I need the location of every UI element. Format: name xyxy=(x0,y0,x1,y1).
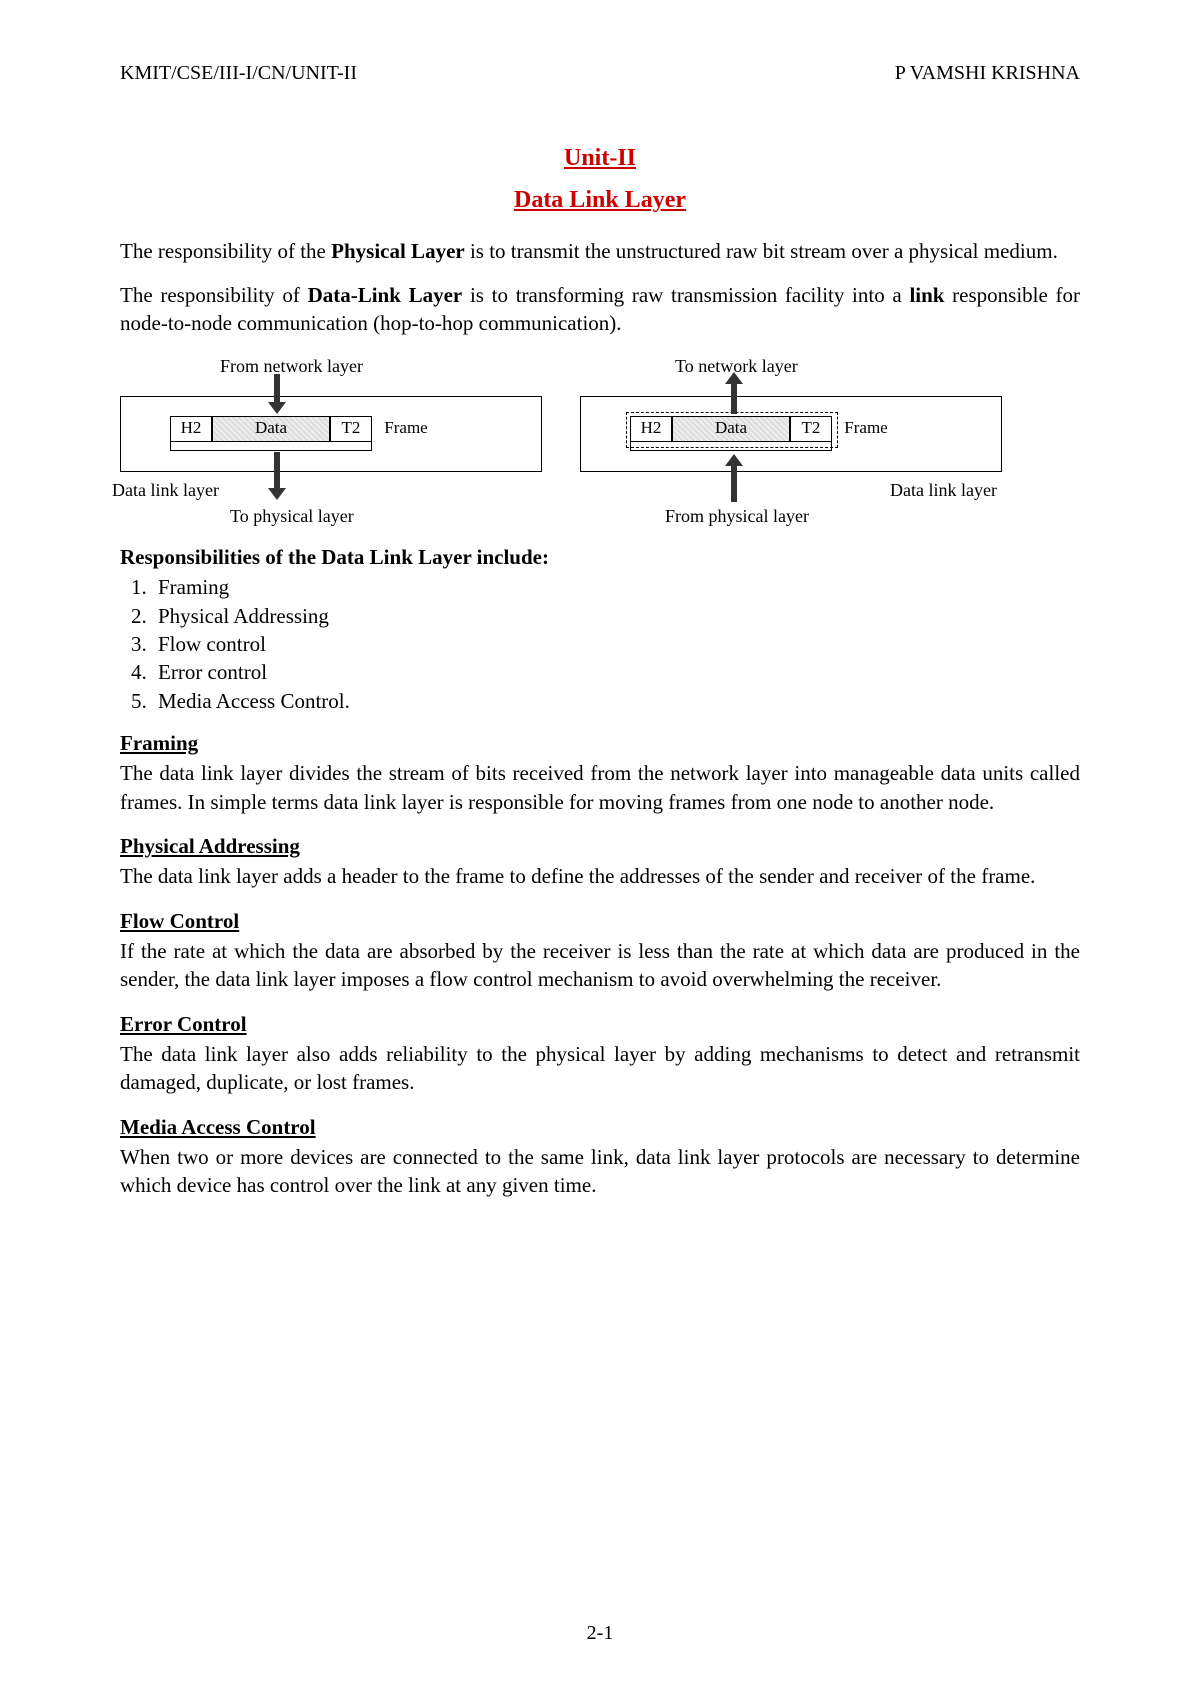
section-para-framing: The data link layer divides the stream o… xyxy=(120,759,1080,816)
text-bold: link xyxy=(909,283,944,307)
bracket-tick xyxy=(371,442,372,450)
label-from-physical: From physical layer xyxy=(665,504,809,528)
left-frame: H2 Data T2 Frame xyxy=(170,416,434,442)
bracket-line xyxy=(170,450,372,451)
text: is to transmit the unstructured raw bit … xyxy=(465,239,1058,263)
bracket-line xyxy=(630,450,832,451)
frame-diagram: From network layer To network layer H2 D… xyxy=(120,354,1070,529)
list-item: Framing xyxy=(152,573,1080,601)
section-para-flow: If the rate at which the data are absorb… xyxy=(120,937,1080,994)
list-item: Physical Addressing xyxy=(152,602,1080,630)
responsibilities-list: Framing Physical Addressing Flow control… xyxy=(124,573,1080,715)
arrow-down-icon xyxy=(268,374,286,414)
page: KMIT/CSE/III-I/CN/UNIT-II P VAMSHI KRISH… xyxy=(0,0,1200,1697)
section-para-error: The data link layer also adds reliabilit… xyxy=(120,1040,1080,1097)
bracket-tick xyxy=(831,442,832,450)
responsibilities-heading: Responsibilities of the Data Link Layer … xyxy=(120,543,1080,571)
text-bold: Data-Link Layer xyxy=(308,283,463,307)
cell-t2: T2 xyxy=(330,416,372,442)
title-unit: Unit-II xyxy=(120,142,1080,174)
intro-para-2: The responsibility of Data-Link Layer is… xyxy=(120,281,1080,338)
intro-para-1: The responsibility of the Physical Layer… xyxy=(120,237,1080,265)
section-heading-mac: Media Access Control xyxy=(120,1113,1080,1141)
cell-h2: H2 xyxy=(630,416,672,442)
label-dll-right: Data link layer xyxy=(890,478,997,502)
bracket-tick xyxy=(630,442,631,450)
list-item: Flow control xyxy=(152,630,1080,658)
cell-frame-label: Frame xyxy=(832,416,894,442)
section-para-mac: When two or more devices are connected t… xyxy=(120,1143,1080,1200)
label-to-physical: To physical layer xyxy=(230,504,354,528)
section-heading-flow: Flow Control xyxy=(120,907,1080,935)
text: The responsibility of the xyxy=(120,239,331,263)
arrow-down-icon xyxy=(268,452,286,500)
section-heading-physaddr: Physical Addressing xyxy=(120,832,1080,860)
title-topic: Data Link Layer xyxy=(120,184,1080,216)
text-bold: Physical Layer xyxy=(331,239,465,263)
header-right: P VAMSHI KRISHNA xyxy=(895,60,1080,87)
arrow-up-icon xyxy=(725,454,743,502)
label-dll-left: Data link layer xyxy=(112,478,219,502)
section-heading-error: Error Control xyxy=(120,1010,1080,1038)
arrow-up-icon xyxy=(725,372,743,414)
list-item: Error control xyxy=(152,658,1080,686)
label-from-network: From network layer xyxy=(220,354,363,378)
text: is to transforming raw transmission faci… xyxy=(462,283,909,307)
bracket-tick xyxy=(170,442,171,450)
section-para-physaddr: The data link layer adds a header to the… xyxy=(120,862,1080,890)
cell-data: Data xyxy=(672,416,790,442)
text: The responsibility of xyxy=(120,283,308,307)
text: : xyxy=(542,545,549,569)
text-bold: Responsibilities of the Data Link Layer … xyxy=(120,545,542,569)
page-number: 2-1 xyxy=(0,1620,1200,1647)
cell-frame-label: Frame xyxy=(372,416,434,442)
cell-data: Data xyxy=(212,416,330,442)
cell-t2: T2 xyxy=(790,416,832,442)
list-item: Media Access Control. xyxy=(152,687,1080,715)
page-header: KMIT/CSE/III-I/CN/UNIT-II P VAMSHI KRISH… xyxy=(120,60,1080,87)
right-frame: H2 Data T2 Frame xyxy=(630,416,894,442)
section-heading-framing: Framing xyxy=(120,729,1080,757)
cell-h2: H2 xyxy=(170,416,212,442)
header-left: KMIT/CSE/III-I/CN/UNIT-II xyxy=(120,60,357,87)
